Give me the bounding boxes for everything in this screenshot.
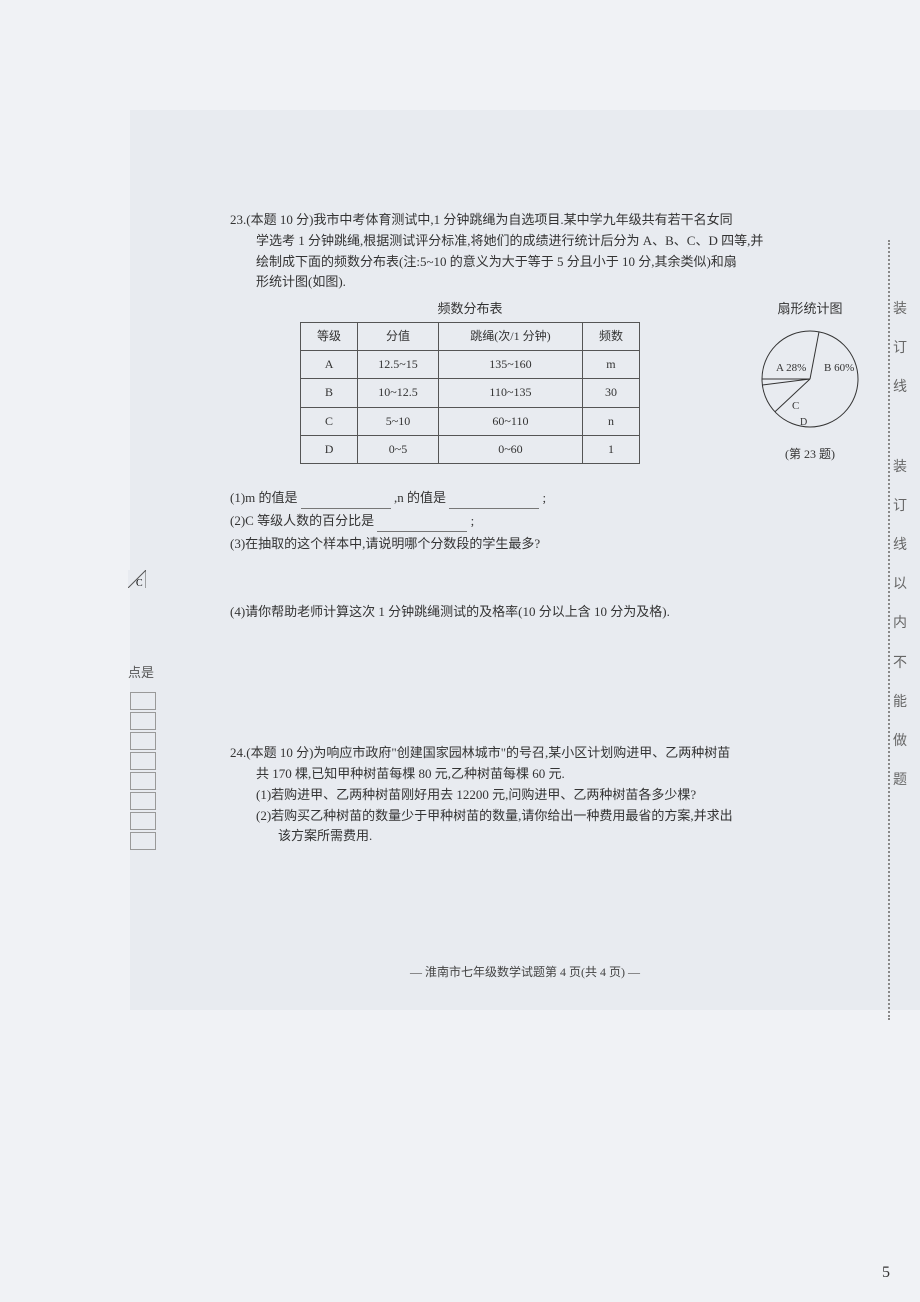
exam-page: 装 订 线 装 订 线 以 内 不 能 做 题 23.(本题 10 分)我市中考… xyxy=(130,110,920,1010)
q23-text: 形统计图(如图). xyxy=(230,272,890,293)
td: 110~135 xyxy=(439,379,583,407)
pie-chart-area: 扇形统计图 A 28% B 60% C D xyxy=(730,299,890,464)
td: C xyxy=(301,407,358,435)
th: 频数 xyxy=(582,322,639,350)
page-number: 5 xyxy=(882,1264,890,1282)
q24-number: 24. xyxy=(230,745,246,760)
margin-char: 装 xyxy=(890,290,910,329)
sub-text: (1)m 的值是 xyxy=(230,490,298,505)
q23-text: 绘制成下面的频数分布表(注:5~10 的意义为大于等于 5 分且小于 10 分,… xyxy=(230,252,890,273)
td: 60~110 xyxy=(439,407,583,435)
pie-label-c: C xyxy=(792,400,799,412)
margin-char: 线 xyxy=(890,368,910,407)
table-row: B 10~12.5 110~135 30 xyxy=(301,379,640,407)
q23-text: 学选考 1 分钟跳绳,根据测试评分标准,将她们的成绩进行统计后分为 A、B、C、… xyxy=(230,231,890,252)
margin-char: 订 xyxy=(890,487,910,526)
blank-m xyxy=(301,495,391,509)
q23-number: 23. xyxy=(230,212,246,227)
q24-text: (1)若购进甲、乙两种树苗刚好用去 12200 元,问购进甲、乙两种树苗各多少棵… xyxy=(230,785,890,806)
td: 0~60 xyxy=(439,435,583,463)
sub-text: ,n 的值是 xyxy=(394,490,446,505)
pie-label-a: A 28% xyxy=(776,362,806,374)
left-page-label: 点是 xyxy=(128,662,154,681)
td: 5~10 xyxy=(358,407,439,435)
margin-char: 能 xyxy=(890,683,910,722)
q24-text: (本题 10 分)为响应市政府"创建国家园林城市"的号召,某小区计划购进甲、乙两… xyxy=(246,745,730,760)
margin-char: 做 xyxy=(890,722,910,761)
margin-gap xyxy=(890,408,910,448)
left-page-triangle: C xyxy=(128,570,146,588)
td: 1 xyxy=(582,435,639,463)
td: 10~12.5 xyxy=(358,379,439,407)
margin-char: 以 xyxy=(890,565,910,604)
margin-char: 订 xyxy=(890,329,910,368)
page-footer: — 淮南市七年级数学试题第 4 页(共 4 页) — xyxy=(130,963,920,980)
margin-char: 内 xyxy=(890,604,910,643)
pie-chart: A 28% B 60% C D xyxy=(740,324,880,434)
td: B xyxy=(301,379,358,407)
td: 0~5 xyxy=(358,435,439,463)
sub-text: ; xyxy=(543,490,547,505)
binding-margin-text: 装 订 线 装 订 线 以 内 不 能 做 题 xyxy=(890,290,910,800)
pie-label-b: B 60% xyxy=(824,362,854,374)
pie-divider xyxy=(810,332,819,379)
th: 分值 xyxy=(358,322,439,350)
sub-text: (2)C 等级人数的百分比是 xyxy=(230,513,374,528)
pie-caption: (第 23 题) xyxy=(730,445,890,464)
svg-text:C: C xyxy=(136,578,143,588)
th: 跳绳(次/1 分钟) xyxy=(439,322,583,350)
q23-sub3: (3)在抽取的这个样本中,请说明哪个分数段的学生最多? xyxy=(230,534,890,555)
q23-sub1: (1)m 的值是 ,n 的值是 ; xyxy=(230,488,890,509)
margin-char: 题 xyxy=(890,761,910,800)
q24-text: (2)若购买乙种树苗的数量少于甲种树苗的数量,请你给出一种费用最省的方案,并求出 xyxy=(230,806,890,827)
td: n xyxy=(582,407,639,435)
td: 12.5~15 xyxy=(358,351,439,379)
td: A xyxy=(301,351,358,379)
question-23: 23.(本题 10 分)我市中考体育测试中,1 分钟跳绳为自选项目.某中学九年级… xyxy=(230,210,890,623)
q23-figure-row: 频数分布表 等级 分值 跳绳(次/1 分钟) 频数 A 12.5~15 135~… xyxy=(230,299,890,464)
q23-text: (本题 10 分)我市中考体育测试中,1 分钟跳绳为自选项目.某中学九年级共有若… xyxy=(246,212,732,227)
table-row: D 0~5 0~60 1 xyxy=(301,435,640,463)
q23-sub4: (4)请你帮助老师计算这次 1 分钟跳绳测试的及格率(10 分以上含 10 分为… xyxy=(230,602,890,623)
td: 135~160 xyxy=(439,351,583,379)
table-header-row: 等级 分值 跳绳(次/1 分钟) 频数 xyxy=(301,322,640,350)
pie-divider xyxy=(762,379,810,385)
sub-text: ; xyxy=(471,513,475,528)
margin-char: 装 xyxy=(890,448,910,487)
table-title: 频数分布表 xyxy=(230,299,710,320)
frequency-table: 等级 分值 跳绳(次/1 分钟) 频数 A 12.5~15 135~160 m … xyxy=(300,322,640,464)
q23-sub2: (2)C 等级人数的百分比是 ; xyxy=(230,511,890,532)
frequency-table-area: 频数分布表 等级 分值 跳绳(次/1 分钟) 频数 A 12.5~15 135~… xyxy=(230,299,710,464)
table-row: C 5~10 60~110 n xyxy=(301,407,640,435)
pie-title: 扇形统计图 xyxy=(730,299,890,320)
left-page-table-fragment xyxy=(128,690,158,852)
td: 30 xyxy=(582,379,639,407)
th: 等级 xyxy=(301,322,358,350)
blank-n xyxy=(449,495,539,509)
q24-text: 共 170 棵,已知甲种树苗每棵 80 元,乙种树苗每棵 60 元. xyxy=(230,764,890,785)
table-row: A 12.5~15 135~160 m xyxy=(301,351,640,379)
td: m xyxy=(582,351,639,379)
question-24: 24.(本题 10 分)为响应市政府"创建国家园林城市"的号召,某小区计划购进甲… xyxy=(230,743,890,847)
td: D xyxy=(301,435,358,463)
q24-text: 该方案所需费用. xyxy=(230,826,890,847)
q23-intro: 23.(本题 10 分)我市中考体育测试中,1 分钟跳绳为自选项目.某中学九年级… xyxy=(230,210,890,293)
margin-char: 线 xyxy=(890,526,910,565)
margin-char: 不 xyxy=(890,644,910,683)
pie-label-d: D xyxy=(800,417,807,428)
blank-c-pct xyxy=(377,518,467,532)
